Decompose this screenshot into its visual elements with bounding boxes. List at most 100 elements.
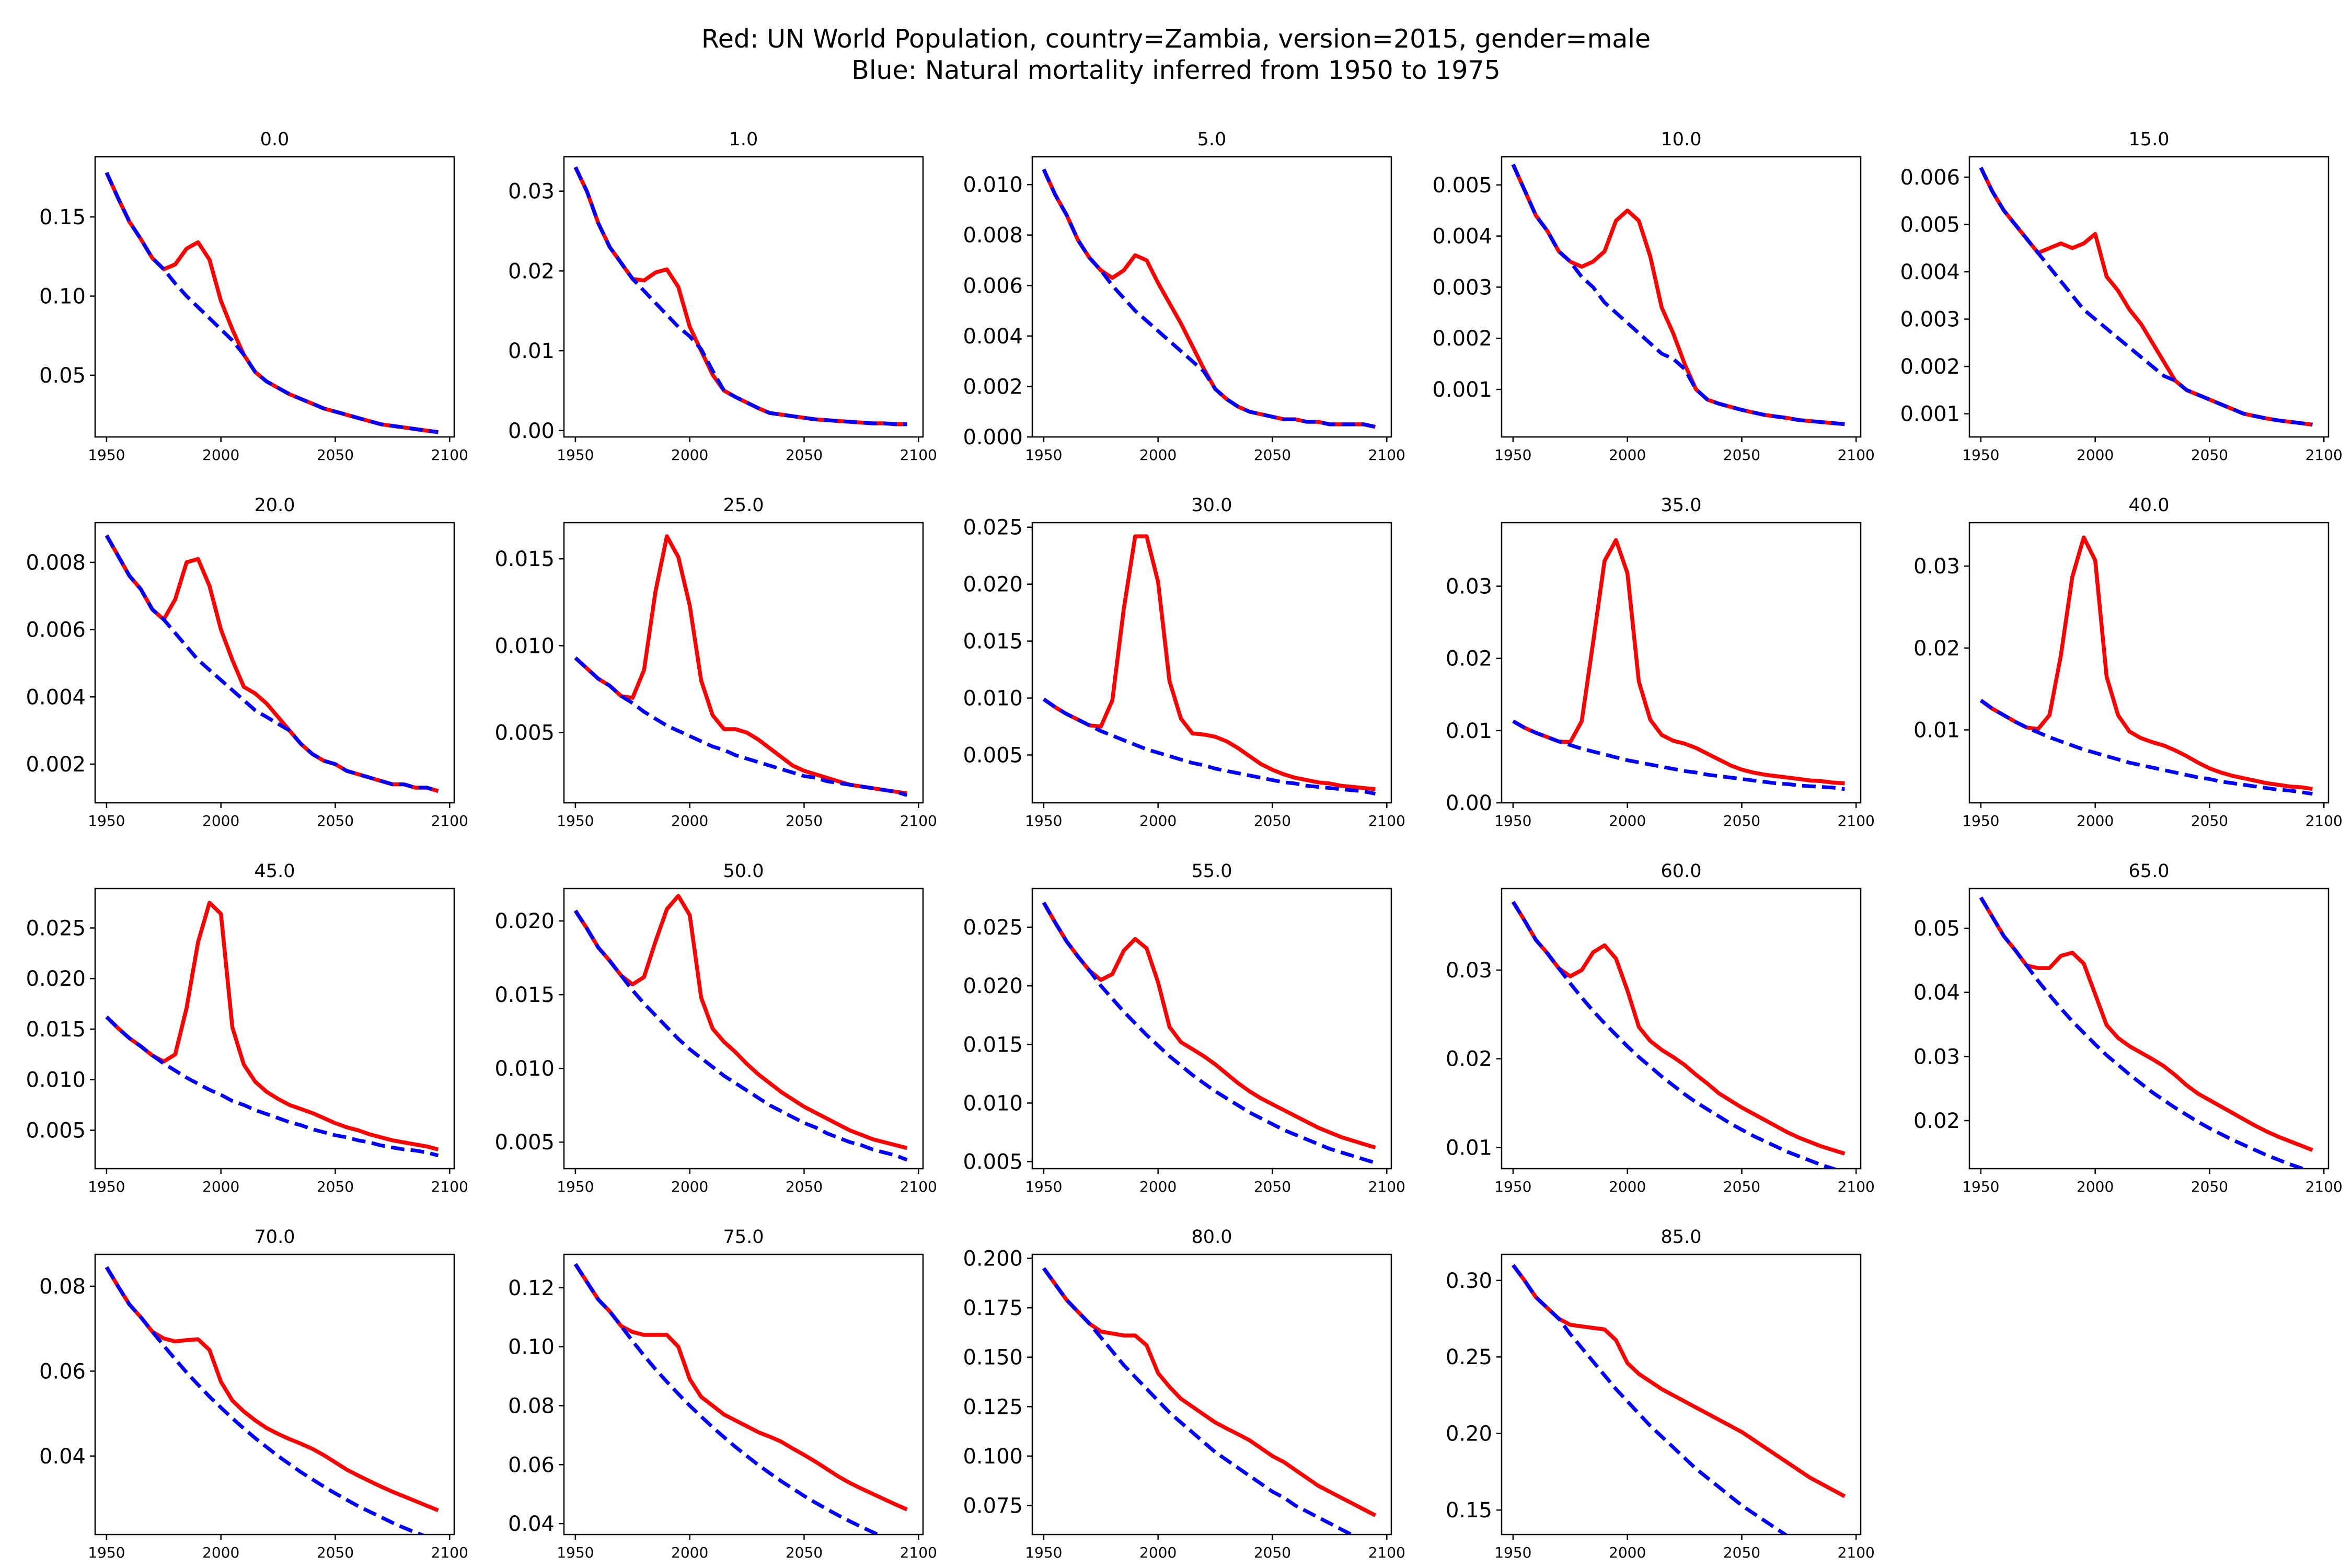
- x-tick-label: 2050: [786, 446, 823, 464]
- series-line-natural-mortality: [1979, 699, 2313, 796]
- y-tick-label: 0.100: [963, 1445, 1023, 1469]
- series-line-un-population: [1042, 168, 1376, 429]
- x-tick-label: 2100: [900, 1544, 937, 1561]
- subplot-85.0: 85.0 1950 2000 2050 2100 0.15 0.20 0.25 0.30: [1446, 1227, 1875, 1561]
- subplot-20.0: 20.0 1950 2000 2050 2100 0.002 0.004 0.006 0.008: [26, 495, 468, 829]
- y-tick-label: 0.04: [1913, 981, 1960, 1005]
- x-tick-label: 1950: [1962, 446, 1999, 464]
- y-tick-label: 0.010: [26, 1068, 86, 1092]
- series-line-natural-mortality: [105, 171, 439, 434]
- x-tick-label: 2000: [202, 812, 239, 829]
- axes-frame: [1968, 156, 2330, 438]
- x-tick-label: 2100: [431, 812, 468, 829]
- series-line-un-population: [1979, 535, 2313, 791]
- x-tick-label: 2100: [1838, 446, 1875, 464]
- x-tick-label: 2050: [1254, 446, 1291, 464]
- x-tick-label: 1950: [1962, 1178, 1999, 1195]
- y-tick-label: 0.15: [39, 205, 86, 229]
- y-tick-label: 0.02: [1913, 637, 1960, 661]
- x-tick-label: 1950: [1494, 1544, 1531, 1561]
- series-line-un-population: [573, 1263, 908, 1512]
- y-tick-label: 0.06: [39, 1359, 86, 1383]
- y-tick-label: 0.03: [1446, 575, 1492, 599]
- series-line-natural-mortality: [574, 656, 908, 797]
- y-tick-label: 0.003: [1432, 275, 1492, 299]
- y-tick-label: 0.05: [39, 364, 86, 388]
- x-tick-label: 1950: [557, 1178, 594, 1195]
- subplot-title: 85.0: [1661, 1227, 1702, 1248]
- series-line-un-population: [1512, 538, 1845, 786]
- x-tick-label: 2100: [1838, 812, 1875, 829]
- y-tick-label: 0.020: [963, 573, 1023, 597]
- axes-frame: [94, 887, 455, 1170]
- y-tick-label: 0.04: [39, 1445, 86, 1469]
- series-line-natural-mortality: [1979, 167, 2313, 426]
- y-tick-label: 0.04: [508, 1512, 555, 1536]
- y-tick-label: 0.20: [1446, 1422, 1492, 1446]
- series-line-natural-mortality: [1042, 697, 1376, 796]
- series-line-natural-mortality: [1511, 164, 1845, 426]
- series-line-natural-mortality: [573, 166, 907, 426]
- y-tick-label: 0.010: [963, 687, 1023, 711]
- y-tick-label: 0.015: [963, 1033, 1023, 1057]
- y-tick-label: 0.010: [494, 634, 555, 658]
- y-tick-label: 0.06: [508, 1453, 555, 1477]
- axes-frame: [1031, 1253, 1392, 1536]
- y-tick-label: 0.025: [963, 916, 1023, 940]
- x-tick-label: 2000: [671, 1178, 708, 1195]
- axes-frame: [1501, 887, 1862, 1170]
- y-tick-label: 0.002: [1900, 355, 1960, 379]
- y-tick-label: 0.25: [1446, 1345, 1492, 1369]
- y-tick-label: 0.01: [1446, 719, 1492, 743]
- y-tick-label: 0.008: [26, 551, 86, 575]
- x-tick-label: 2050: [1254, 1178, 1291, 1195]
- y-tick-label: 0.01: [1913, 719, 1960, 743]
- y-tick-label: 0.02: [1446, 647, 1492, 671]
- y-tick-label: 0.010: [963, 1091, 1023, 1115]
- subplot-75.0: 75.0 1950 2000 2050 2100 0.04 0.06 0.08 0.10 0.12: [508, 1227, 937, 1561]
- y-tick-label: 0.004: [1432, 225, 1492, 249]
- subplot-55.0: 55.0 1950 2000 2050 2100 0.005 0.010 0.015 0.020…: [963, 861, 1405, 1195]
- y-tick-label: 0.020: [963, 974, 1023, 998]
- x-tick-label: 2000: [202, 1544, 239, 1561]
- series-line-natural-mortality: [1511, 901, 1839, 1169]
- series-line-natural-mortality: [1512, 719, 1845, 791]
- x-tick-label: 2000: [2077, 812, 2114, 829]
- x-tick-label: 1950: [1494, 1178, 1531, 1195]
- x-tick-label: 2000: [2077, 446, 2114, 464]
- x-tick-label: 2050: [1254, 812, 1291, 829]
- y-tick-label: 0.010: [963, 173, 1023, 197]
- axes-frame: [563, 887, 924, 1170]
- series-line-un-population: [105, 171, 439, 434]
- x-tick-label: 2050: [1254, 1544, 1291, 1561]
- x-tick-label: 2100: [431, 1178, 468, 1195]
- series-line-un-population: [105, 1266, 439, 1513]
- series-line-un-population: [1042, 902, 1376, 1150]
- x-tick-label: 2050: [2191, 812, 2228, 829]
- x-tick-label: 2000: [202, 1178, 239, 1195]
- y-tick-label: 0.005: [1900, 213, 1960, 237]
- y-tick-label: 0.10: [508, 1335, 555, 1359]
- x-tick-label: 2100: [1838, 1544, 1875, 1561]
- y-tick-label: 0.020: [26, 967, 86, 991]
- x-tick-label: 1950: [88, 446, 125, 464]
- y-tick-label: 0.005: [963, 743, 1023, 767]
- series-line-natural-mortality: [1042, 902, 1376, 1165]
- y-tick-label: 0.12: [508, 1276, 555, 1300]
- axes-frame: [94, 156, 455, 438]
- x-tick-label: 2050: [317, 1178, 354, 1195]
- x-tick-label: 2050: [317, 1544, 354, 1561]
- subplot-45.0: 45.0 1950 2000 2050 2100 0.005 0.010 0.015 0.020…: [26, 861, 468, 1195]
- y-tick-label: 0.005: [494, 721, 555, 745]
- y-tick-label: 0.02: [508, 259, 555, 283]
- x-tick-label: 2000: [202, 446, 239, 464]
- subplot-title: 15.0: [2129, 129, 2170, 150]
- x-tick-label: 1950: [557, 1544, 594, 1561]
- x-tick-label: 2100: [1368, 812, 1405, 829]
- series-line-un-population: [1979, 896, 2313, 1152]
- y-tick-label: 0.08: [39, 1275, 86, 1299]
- x-tick-label: 2050: [786, 1178, 823, 1195]
- y-tick-label: 0.075: [963, 1494, 1023, 1518]
- series-line-un-population: [1042, 534, 1376, 791]
- x-tick-label: 2100: [2305, 446, 2343, 464]
